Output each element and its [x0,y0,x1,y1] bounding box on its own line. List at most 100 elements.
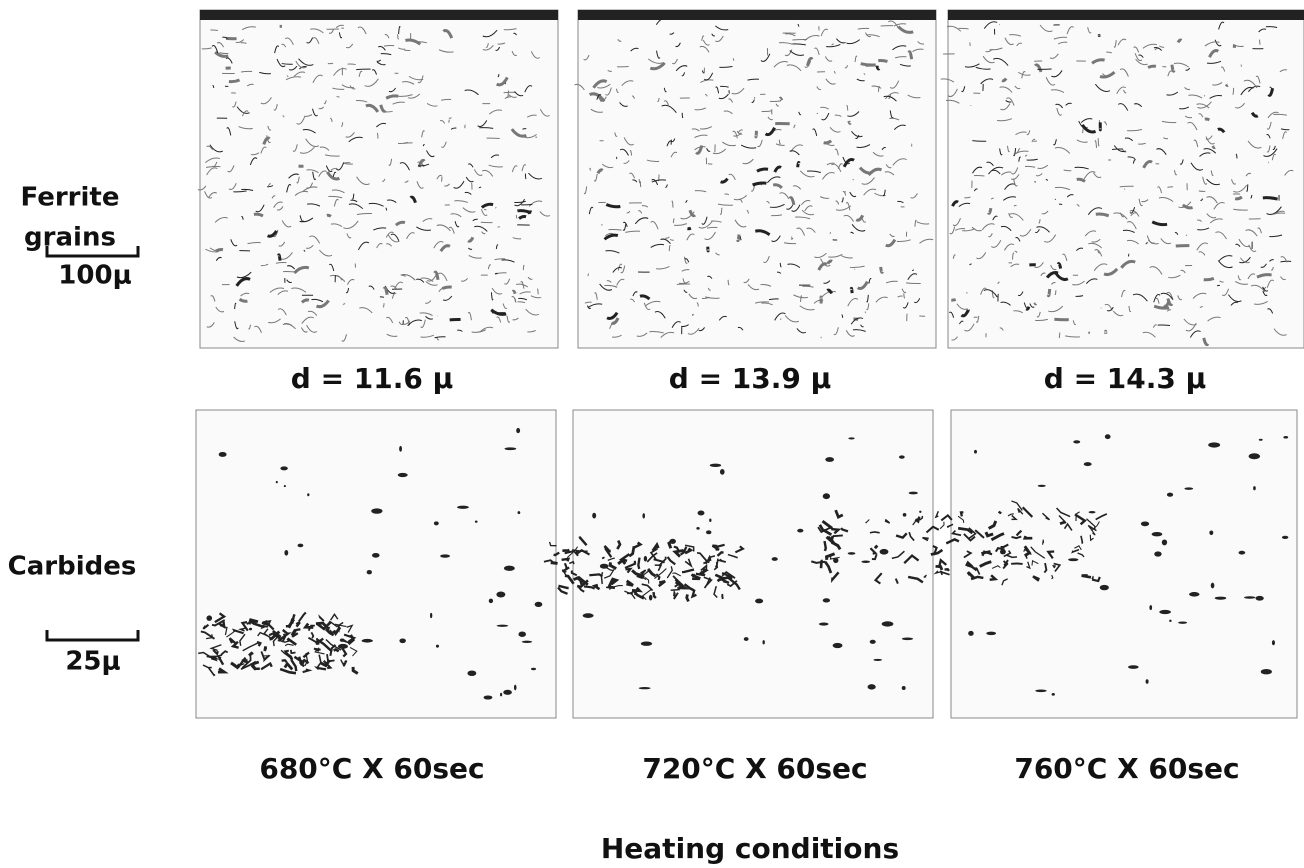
texture [1034,182,1035,183]
texture [819,623,829,626]
texture [880,549,889,555]
texture [484,695,493,699]
texture [348,64,356,65]
texture [865,312,866,313]
texture [1249,453,1260,459]
texture [558,586,568,588]
caption: d = 13.9 μ [669,362,831,395]
texture [399,638,405,643]
texture [1259,439,1263,441]
texture [518,511,521,514]
texture [497,625,509,627]
scale-bar [47,630,138,640]
texture [1253,486,1256,490]
texture [1261,669,1272,674]
texture [861,64,876,65]
texture [939,560,946,568]
texture [430,613,432,618]
texture [825,541,826,551]
texture [811,561,825,562]
texture [367,570,372,574]
texture [1152,532,1163,536]
texture [1154,551,1161,556]
texture [440,554,450,557]
texture [1038,485,1046,487]
texture [1159,610,1171,614]
column-label: 680°C X 60sec [259,752,484,785]
footer: Heating conditions [601,832,899,864]
texture [755,599,763,604]
texture [1073,440,1080,443]
texture [514,685,517,691]
texture [265,646,266,651]
texture [1239,551,1246,555]
texture [531,668,536,670]
texture [1162,539,1167,545]
texture [516,428,520,433]
texture [868,684,876,689]
texture [833,643,843,648]
texture [720,469,725,475]
texture [1149,605,1152,610]
texture [936,511,938,517]
texture [951,300,955,301]
texture [334,649,339,651]
texture [1158,325,1170,326]
texture [1199,191,1206,192]
texture [398,473,408,477]
texture [327,215,331,216]
texture [825,457,834,462]
texture [1052,693,1055,696]
texture [870,640,876,644]
texture [521,204,532,205]
texture [219,452,227,457]
texture [698,511,705,516]
texture [356,69,370,70]
texture [1280,261,1291,262]
texture [725,194,729,195]
texture [318,668,326,669]
texture [642,513,645,518]
texture [941,572,950,575]
texture [503,690,512,695]
texture [592,513,596,519]
texture [696,527,699,530]
texture [1209,531,1213,536]
texture [1167,187,1173,188]
texture [875,546,877,549]
row-label: Carbides [8,552,137,582]
texture [442,287,451,289]
texture [1169,620,1171,622]
texture [1148,66,1156,67]
texture [362,639,373,643]
texture [525,174,526,179]
texture [762,640,764,644]
texture [833,535,843,536]
texture [906,283,921,284]
texture [254,214,263,216]
texture [399,446,402,452]
micrograph [941,10,1304,348]
texture [687,594,689,601]
texture [504,447,516,450]
micrograph [198,10,558,348]
texture [870,532,880,533]
texture [565,576,574,584]
texture [562,550,569,551]
texture [1084,462,1092,466]
texture [649,595,652,601]
texture [941,515,952,520]
texture [241,71,252,72]
texture [644,556,647,562]
texture [562,559,569,561]
texture [1068,558,1078,561]
texture [909,492,918,495]
texture [1255,596,1263,601]
texture [882,621,894,626]
texture [196,410,556,718]
texture [1215,597,1227,600]
texture [1208,442,1220,447]
texture [902,637,913,640]
texture [999,512,1002,514]
